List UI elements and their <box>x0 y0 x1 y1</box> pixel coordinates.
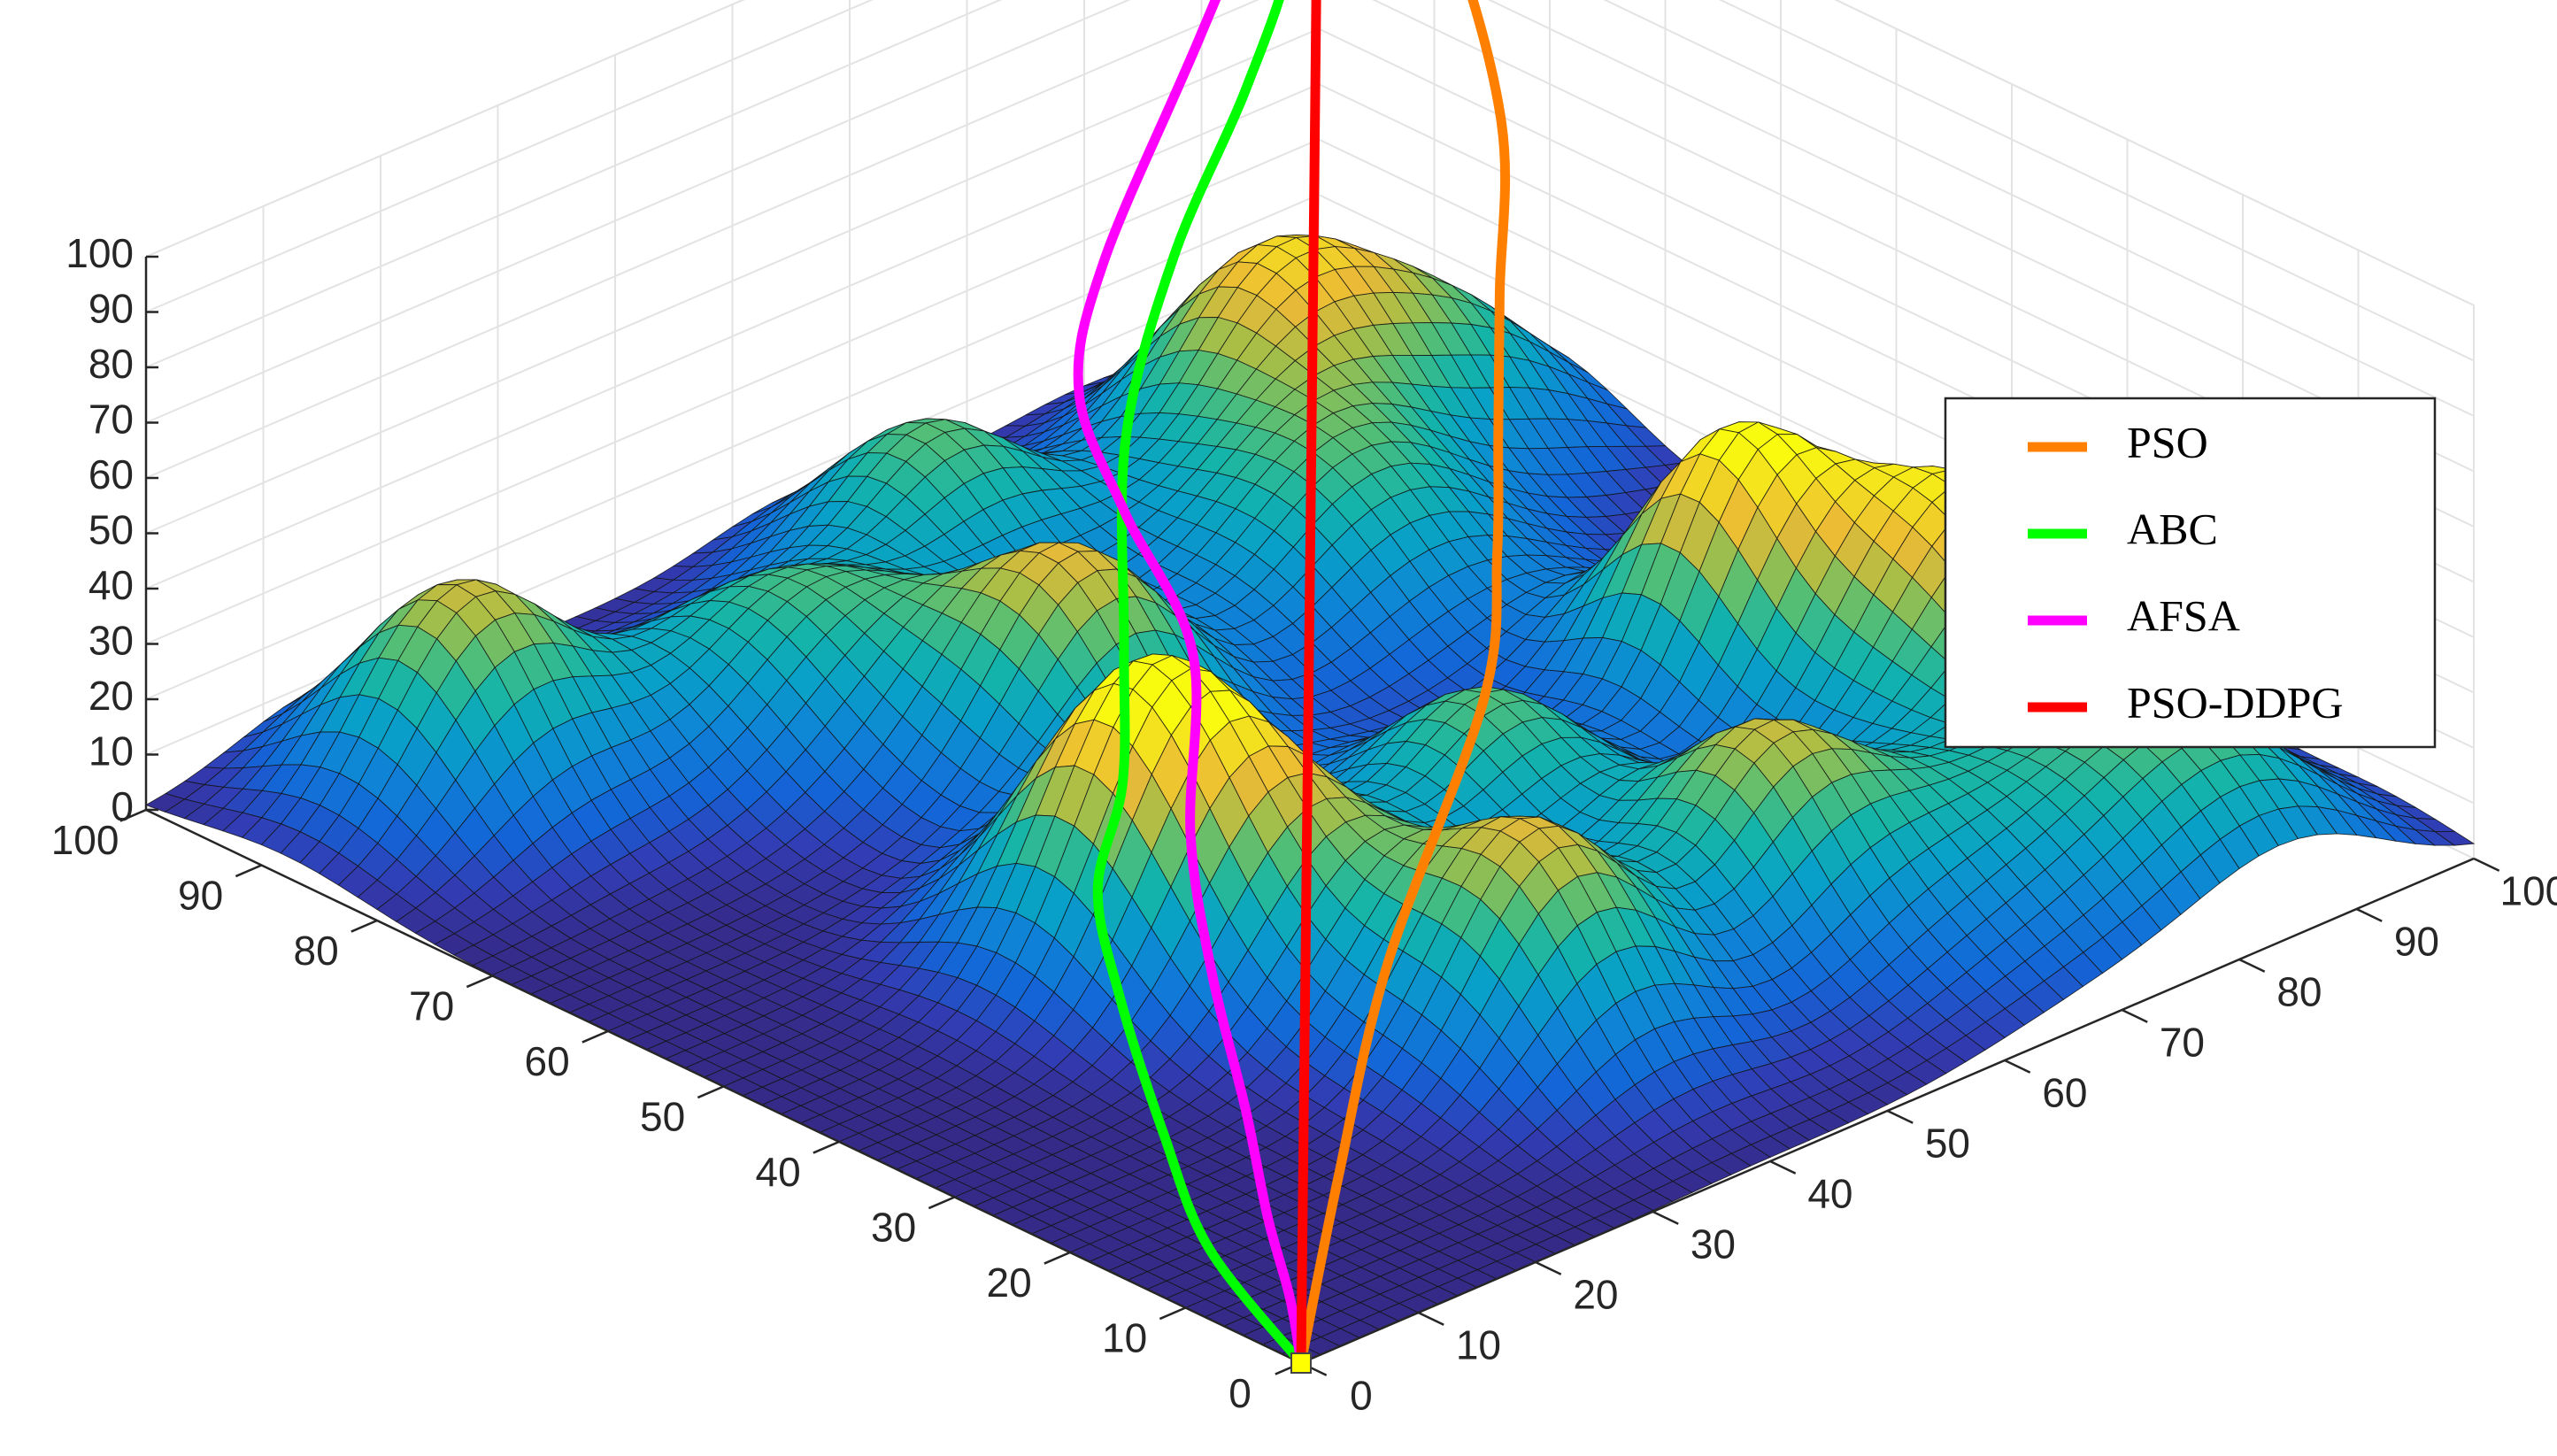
x-tick <box>697 1087 723 1098</box>
z-tick-label: 70 <box>89 397 134 443</box>
z-tick-label: 80 <box>89 341 134 387</box>
x-tick-label: 50 <box>640 1093 685 1139</box>
y-tick-label: 80 <box>2276 969 2322 1015</box>
x-tick <box>582 1031 608 1043</box>
y-tick-label: 40 <box>1807 1171 1852 1217</box>
z-tick-label: 90 <box>89 286 134 332</box>
x-tick <box>1159 1308 1185 1320</box>
z-tick-label: 10 <box>89 728 134 774</box>
x-tick-label: 20 <box>987 1260 1032 1306</box>
y-tick <box>2474 859 2499 871</box>
legend-label: PSO <box>2127 417 2208 466</box>
y-tick <box>1536 1262 1561 1275</box>
x-tick-label: 60 <box>525 1038 570 1084</box>
y-tick <box>1653 1212 1679 1224</box>
x-tick <box>351 921 377 932</box>
legend: PSO ABC AFSA PSO-DDPG <box>1945 398 2435 747</box>
y-tick <box>2122 1010 2148 1022</box>
y-tick-label: 60 <box>2042 1070 2087 1116</box>
y-tick-label: 0 <box>1350 1373 1373 1419</box>
y-tick <box>2239 959 2265 972</box>
x-tick <box>813 1142 839 1153</box>
y-tick-label: 90 <box>2394 919 2439 965</box>
y-tick-label: 50 <box>1925 1121 1970 1167</box>
y-tick-label: 20 <box>1573 1272 1618 1318</box>
y-tick <box>2357 909 2383 921</box>
y-tick-label: 30 <box>1691 1221 1736 1267</box>
y-tick-label: 100 <box>2500 868 2557 914</box>
y-tick <box>2005 1060 2030 1073</box>
z-tick-label: 30 <box>89 618 134 664</box>
z-tick-label: 40 <box>89 562 134 608</box>
legend-label: AFSA <box>2127 590 2240 640</box>
x-tick-label: 70 <box>409 982 454 1028</box>
x-tick-label: 30 <box>871 1204 916 1250</box>
legend-label: PSO-DDPG <box>2127 677 2344 727</box>
z-tick-label: 50 <box>89 507 134 553</box>
y-tick <box>1419 1313 1444 1325</box>
x-tick-label: 10 <box>1102 1314 1147 1360</box>
y-tick <box>1770 1161 1796 1174</box>
x-tick-label: 0 <box>1228 1370 1252 1416</box>
x-tick <box>928 1198 954 1209</box>
x-tick <box>1044 1252 1070 1264</box>
y-tick-label: 10 <box>1456 1322 1501 1368</box>
z-tick-label: 60 <box>89 451 134 497</box>
z-tick-label: 100 <box>65 230 134 276</box>
y-tick <box>1888 1111 1914 1123</box>
z-tick-label: 20 <box>89 673 134 719</box>
legend-label: ABC <box>2127 504 2218 553</box>
start-marker <box>1291 1353 1311 1373</box>
x-tick <box>235 866 261 877</box>
x-tick <box>466 976 492 988</box>
x-tick-label: 100 <box>51 817 119 863</box>
y-tick-label: 70 <box>2160 1020 2205 1066</box>
z-tick-label: 0 <box>111 783 134 829</box>
x-tick-label: 40 <box>756 1149 801 1195</box>
x-tick-label: 80 <box>294 928 339 974</box>
x-tick-label: 90 <box>178 872 223 918</box>
